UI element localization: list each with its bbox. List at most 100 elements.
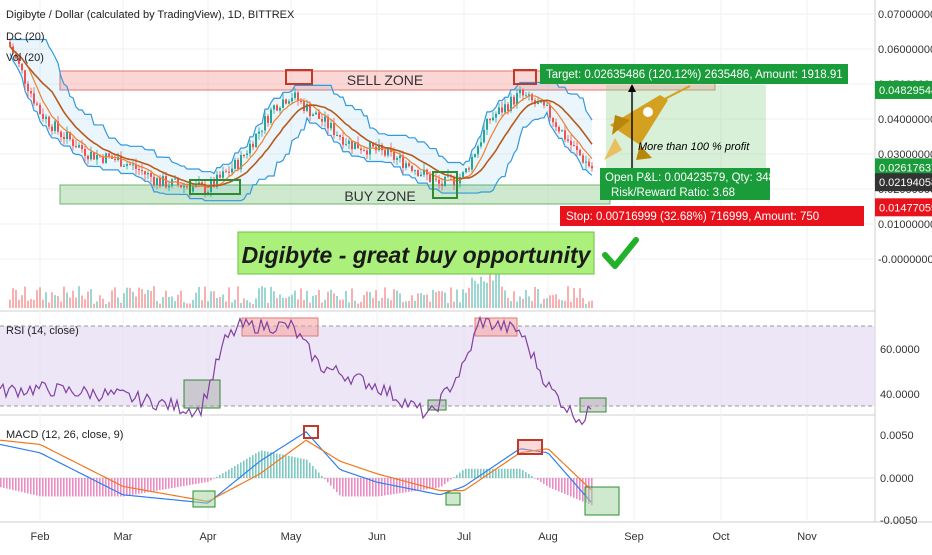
candle-body [192, 186, 194, 192]
macd-hist-bar [0, 478, 2, 488]
macd-hist-bar [147, 478, 149, 493]
macd-hist-bar [84, 478, 86, 497]
candle-body [33, 93, 35, 104]
month-tick: Sep [624, 531, 644, 543]
top-marker [513, 69, 537, 85]
candle-body [255, 133, 257, 148]
volume-bar [414, 300, 416, 308]
macd-hist-bar [348, 478, 350, 497]
candle-body [162, 176, 164, 187]
macd-hist-bar [354, 478, 356, 497]
month-tick: Oct [712, 531, 729, 543]
volume-bar [312, 295, 314, 308]
macd-hist-bar [408, 478, 410, 492]
volume-bar [450, 287, 452, 308]
macd-hist-bar [6, 478, 8, 489]
volume-bar [540, 303, 542, 308]
volume-bar [465, 292, 467, 308]
macd-hist-bar [42, 478, 44, 497]
macd-hist-bar [120, 478, 122, 497]
macd-hist-bar [462, 470, 464, 478]
month-tick: Jun [368, 531, 386, 543]
macd-bottom-box [445, 492, 461, 506]
candle-body [462, 172, 464, 178]
macd-hist-bar [63, 478, 65, 497]
volume-bar [468, 287, 470, 308]
volume-bar [120, 302, 122, 308]
volume-bar [123, 293, 125, 308]
macd-hist-bar [498, 468, 500, 478]
donchian-fill [10, 39, 592, 201]
candle-body [108, 153, 110, 157]
candle-body [414, 170, 416, 172]
volume-bar [462, 289, 464, 308]
volume-bar [198, 286, 200, 308]
candle-body [363, 150, 365, 152]
candle-body [225, 171, 227, 173]
volume-bar [366, 291, 368, 308]
candle-body [477, 146, 479, 155]
price-badge [875, 173, 932, 192]
macd-hist-bar [159, 478, 161, 491]
month-tick: Aug [538, 531, 558, 543]
macd-hist-bar [309, 462, 311, 478]
macd-hist-bar [450, 478, 452, 480]
candles [9, 38, 593, 198]
candle-body [231, 168, 233, 173]
rsi-bottom-box [427, 399, 447, 411]
candle-body [297, 92, 299, 101]
candle-body [441, 183, 443, 187]
macd-hist-bar [225, 471, 227, 478]
volume-bar [231, 302, 233, 308]
macd-hist-bar [174, 478, 176, 488]
candle-body [186, 186, 188, 188]
macd-hist-bar [573, 478, 575, 498]
volume-bar [480, 276, 482, 308]
volume-bar [504, 290, 506, 308]
candle-body [105, 153, 107, 163]
macd-hist-bar [270, 452, 272, 478]
macd-hist-bar [240, 462, 242, 478]
candle-body [78, 145, 80, 148]
volume-bar [300, 288, 302, 308]
macd-hist-bar [321, 475, 323, 478]
volume-bar [132, 291, 134, 308]
volume-bar [114, 287, 116, 308]
macd-hist-bar [213, 478, 215, 479]
macd-hist-bar [255, 453, 257, 478]
volume-bar [285, 298, 287, 308]
macd-hist-bar [75, 478, 77, 497]
volume-bar [552, 295, 554, 308]
candle-body [81, 145, 83, 150]
candle-body [528, 94, 530, 96]
macd-hist-bar [192, 478, 194, 485]
candle-body [513, 96, 515, 105]
macd-hist-bar [9, 478, 11, 490]
candle-body [567, 139, 569, 141]
candle-body [30, 91, 32, 94]
volume-bar [171, 296, 173, 308]
macd-hist-bar [477, 468, 479, 478]
macd-hist-bar [558, 478, 560, 492]
volume-bar [63, 286, 65, 308]
candle-body [438, 179, 440, 184]
volume-bar [72, 290, 74, 308]
volume-bar [579, 288, 581, 308]
volume-bar [531, 300, 533, 308]
candle-body [555, 122, 557, 128]
macd-hist-bar [561, 478, 563, 493]
volume-bar [39, 287, 41, 308]
candle-body [504, 104, 506, 113]
volume-bar [27, 300, 29, 308]
macd-top-box [303, 425, 319, 439]
volume-bar [387, 298, 389, 308]
volume-bar [261, 286, 263, 308]
candle-body [168, 186, 170, 188]
volume-bar [156, 300, 158, 308]
candle-body [315, 112, 317, 115]
candle-body [420, 174, 422, 177]
macd-hist-bar [288, 455, 290, 478]
macd-hist-bar [486, 468, 488, 478]
volume-bar [363, 295, 365, 308]
